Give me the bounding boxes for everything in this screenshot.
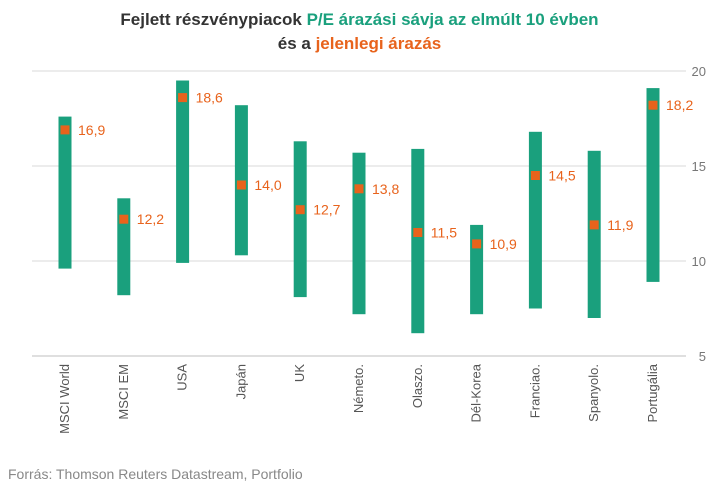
range-bar [528,131,542,309]
range-bar [117,198,131,296]
current-pe-marker [589,220,599,230]
current-pe-marker [178,93,188,103]
y-tick-label: 5 [699,349,706,364]
range-bar [176,80,190,263]
data-label: 18,6 [196,90,223,106]
data-label: 13,8 [372,181,399,197]
data-label: 18,2 [666,97,693,113]
data-label: 14,0 [254,177,281,193]
range-bar [587,150,601,318]
current-pe-marker [413,228,423,237]
data-label: 11,9 [607,217,633,233]
x-tick-label: Japán [233,364,248,399]
x-tick-label: Spanyolo. [586,364,601,422]
current-pe-marker [119,214,129,224]
x-tick-label: USA [175,364,190,391]
x-tick-label: Dél-Korea [469,363,484,422]
y-tick-label: 15 [692,159,706,174]
data-label: 11,5 [431,225,457,241]
range-bar [411,148,425,334]
current-pe-marker [472,239,482,249]
data-label: 16,9 [78,122,105,138]
x-tick-label: Franciao. [527,364,542,418]
range-bar [470,224,484,315]
x-tick-label: Portugália [645,363,660,422]
chart-title-line-2: és a jelenlegi árazás [0,33,719,55]
current-pe-marker [236,180,246,190]
x-tick-label: Németo. [351,364,366,413]
x-tick-label: UK [292,364,307,382]
current-pe-marker [530,171,540,180]
x-tick-label: Olaszo. [410,364,425,408]
title-highlight-current: jelenlegi árazás [315,34,442,53]
x-tick-label: MSCI EM [116,364,131,420]
y-tick-label: 10 [692,254,706,269]
data-label: 12,2 [137,211,164,227]
range-bar [646,88,660,282]
title-prefix: Fejlett részvénypiacok [120,10,307,29]
y-tick-label: 20 [692,64,706,79]
title-highlight-band: P/E árazási sávja az elmúlt 10 évben [306,10,599,29]
current-pe-marker [60,125,70,135]
x-tick-label: MSCI World [57,364,72,434]
title-prefix-2: és a [277,34,316,53]
chart-title-line-1: Fejlett részvénypiacok P/E árazási sávja… [0,9,719,31]
current-pe-marker [648,100,658,110]
data-label: 10,9 [490,236,517,252]
range-bar [293,141,307,298]
current-pe-marker [295,205,305,215]
range-bar [352,152,366,315]
range-bar [58,116,72,269]
data-label: 14,5 [548,168,575,184]
range-bar [234,105,248,256]
current-pe-marker [354,184,364,194]
data-label: 12,7 [313,202,340,218]
source-note: Forrás: Thomson Reuters Datastream, Port… [8,466,303,482]
